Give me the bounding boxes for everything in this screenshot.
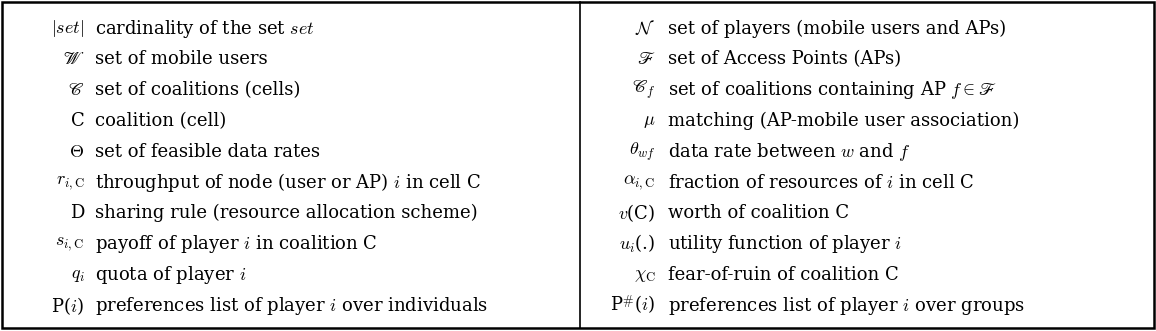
Text: throughput of node (user or AP) $i$ in cell C: throughput of node (user or AP) $i$ in c… [95,171,481,194]
Text: $\Theta$: $\Theta$ [69,143,84,161]
Text: set of coalitions (cells): set of coalitions (cells) [95,81,301,99]
Text: $r_{i,\mathrm{C}}$: $r_{i,\mathrm{C}}$ [55,173,84,192]
Text: cardinality of the set $\mathit{set}$: cardinality of the set $\mathit{set}$ [95,18,314,40]
Text: data rate between $w$ and $f$: data rate between $w$ and $f$ [668,141,911,163]
Text: $\mathscr{W}$: $\mathscr{W}$ [64,50,84,69]
Text: fraction of resources of $i$ in cell C: fraction of resources of $i$ in cell C [668,173,975,192]
Text: quota of player $i$: quota of player $i$ [95,264,246,286]
Text: P($i$): P($i$) [51,295,84,316]
Text: $u_{i}$(.)$\,$: $u_{i}$(.)$\,$ [620,233,655,255]
Text: $\mathscr{C}_{f}$: $\mathscr{C}_{f}$ [632,79,655,101]
Text: $q_{i}$: $q_{i}$ [71,266,84,284]
Text: $\mu$: $\mu$ [643,112,655,130]
Text: $\chi_{\mathrm{C}}$: $\chi_{\mathrm{C}}$ [633,266,655,284]
Text: $\mathcal{N}$: $\mathcal{N}$ [636,19,655,38]
Text: preferences list of player $i$ over groups: preferences list of player $i$ over grou… [668,295,1025,317]
Text: $v$(C): $v$(C) [618,203,655,224]
Text: fear-of-ruin of coalition C: fear-of-ruin of coalition C [668,266,899,284]
Text: matching (AP-mobile user association): matching (AP-mobile user association) [668,112,1020,130]
Text: set of mobile users: set of mobile users [95,50,267,69]
Text: preferences list of player $i$ over individuals: preferences list of player $i$ over indi… [95,295,488,317]
Text: worth of coalition C: worth of coalition C [668,204,850,222]
Text: set of Access Points (APs): set of Access Points (APs) [668,50,902,69]
Text: D: D [71,204,84,222]
Text: P$^{\#}$($i$): P$^{\#}$($i$) [610,294,655,317]
Text: utility function of player $i$: utility function of player $i$ [668,233,902,255]
Text: set of players (mobile users and APs): set of players (mobile users and APs) [668,20,1006,38]
Text: set of feasible data rates: set of feasible data rates [95,143,320,161]
Text: sharing rule (resource allocation scheme): sharing rule (resource allocation scheme… [95,204,477,222]
Text: payoff of player $i$ in coalition C: payoff of player $i$ in coalition C [95,233,378,255]
Text: $\alpha_{i,\mathrm{C}}$: $\alpha_{i,\mathrm{C}}$ [623,173,655,192]
Text: C: C [71,112,84,130]
Text: set of coalitions containing AP $f \in \mathscr{F}$: set of coalitions containing AP $f \in \… [668,79,996,101]
Text: $|\mathit{set}|$: $|\mathit{set}|$ [51,18,84,39]
Text: $s_{i,\mathrm{C}}$: $s_{i,\mathrm{C}}$ [55,235,84,253]
Text: $\mathscr{F}$: $\mathscr{F}$ [637,50,655,69]
Text: $\mathscr{C}$: $\mathscr{C}$ [68,81,84,99]
Text: $\theta_{wf}$: $\theta_{wf}$ [629,141,655,163]
Text: coalition (cell): coalition (cell) [95,112,227,130]
